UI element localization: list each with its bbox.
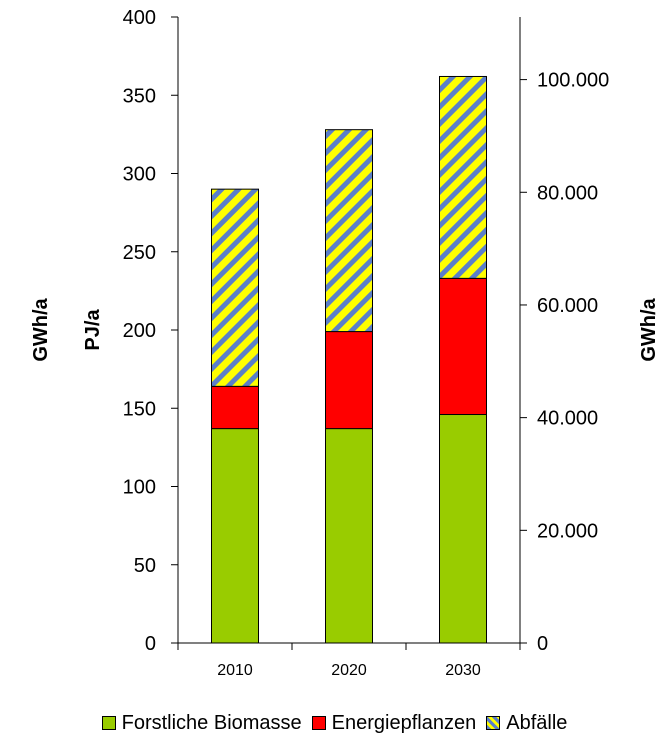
legend-label-abfaelle: Abfälle [506, 711, 568, 734]
left-tick-label: 300 [123, 164, 156, 186]
right-tick-label: 40.000 [537, 408, 598, 430]
legend-swatch-energiepflanzen [311, 716, 326, 730]
left-axis-title: PJ/a [82, 309, 104, 351]
bar-forstliche-biomasse-2030 [439, 414, 487, 644]
legend-label-energiepflanzen: Energiepflanzen [331, 711, 477, 734]
x-tick-label: 2030 [445, 662, 481, 679]
legend-item-forstliche-biomasse: Forstliche Biomasse [101, 711, 302, 735]
bar-abf-lle-2030 [439, 75, 487, 279]
legend-swatch-forstliche-biomasse [101, 716, 116, 730]
right-tick-label: 60.000 [537, 295, 598, 317]
left-tick-label: 250 [123, 242, 156, 264]
bar-abf-lle-2010 [211, 188, 259, 387]
x-tick-label: 2020 [331, 662, 367, 679]
left-tick-label: 400 [123, 7, 156, 29]
bar-abf-lle-2020 [325, 129, 373, 333]
left-tick-label: 150 [123, 398, 156, 420]
legend: Forstliche Biomasse Energiepflanzen Abfä… [0, 708, 669, 738]
left-tick-label: 0 [145, 633, 156, 655]
right-tick-label: 20.000 [537, 520, 598, 542]
right-tick-label: 100.000 [537, 70, 609, 92]
stacked-bar-chart: 2010 2020 2030 0 50 100 150 200 250 300 350 400 0 20.… [30, 7, 660, 679]
left-tick-label: 50 [134, 555, 156, 577]
bar-forstliche-biomasse-2020 [325, 428, 373, 644]
bar-forstliche-biomasse-2010 [211, 428, 259, 644]
outer-axis-title: GWh/a [30, 297, 52, 361]
x-tick-label: 2010 [217, 662, 253, 679]
left-tick-label: 100 [123, 477, 156, 499]
bar-energiepflanzen-2030 [439, 277, 487, 416]
bar-energiepflanzen-2020 [325, 331, 373, 430]
legend-item-energiepflanzen: Energiepflanzen [311, 711, 477, 735]
legend-label-forstliche-biomasse: Forstliche Biomasse [121, 711, 302, 734]
right-tick-label: 0 [537, 633, 548, 655]
left-tick-label: 350 [123, 85, 156, 107]
bar-energiepflanzen-2010 [211, 385, 259, 430]
left-tick-label: 200 [123, 320, 156, 342]
right-axis-title: GWh/a [638, 297, 660, 361]
right-tick-label: 80.000 [537, 182, 598, 204]
legend-item-abfaelle: Abfälle [486, 712, 567, 735]
legend-swatch-abfaelle [486, 716, 501, 730]
